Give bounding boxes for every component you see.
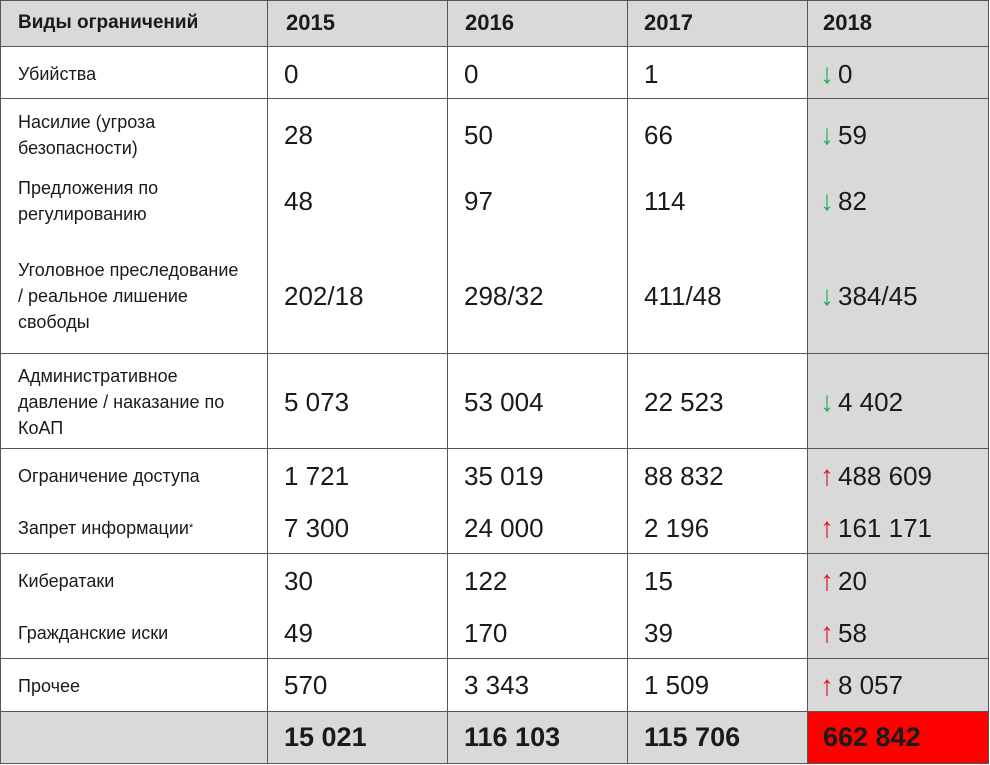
cell-2018: ↑ 20	[820, 565, 867, 596]
header-year-2016: 2016	[465, 10, 514, 35]
header-year-2015: 2015	[286, 10, 335, 35]
cell-2017: 114	[644, 185, 686, 216]
cell-2015: 0	[284, 58, 299, 89]
total-2017: 115 706	[644, 722, 741, 752]
arrow-up-icon: ↑	[820, 460, 834, 491]
arrow-down-icon: ↓	[820, 58, 834, 89]
header-label: Виды ограничений	[18, 12, 199, 33]
cell-2017: 22 523	[644, 386, 724, 417]
cell-2016: 122	[464, 565, 508, 596]
cell-2015: 5 073	[284, 386, 350, 417]
cell-2018: ↑ 58	[820, 617, 867, 648]
cell-2018: ↑ 8 057	[820, 669, 904, 701]
cell-2018: ↓ 384/45	[820, 280, 918, 311]
cell-2017: 88 832	[644, 460, 724, 491]
cell-2016: 53 004	[464, 386, 544, 417]
arrow-up-icon: ↑	[820, 565, 834, 596]
cell-2016: 298/32	[464, 280, 544, 311]
arrow-up-icon: ↑	[820, 669, 834, 701]
row-label: Административное давление / наказание по…	[18, 366, 225, 438]
row-label: Запрет информации *	[18, 502, 258, 554]
cell-2017: 15	[644, 565, 673, 596]
total-2018-highlight	[807, 711, 988, 763]
arrow-down-icon: ↓	[820, 386, 834, 417]
totals-row-bg	[0, 711, 807, 763]
cell-2016: 97	[464, 185, 493, 216]
arrow-up-icon: ↑	[820, 512, 834, 543]
cell-2018: ↓ 82	[820, 185, 867, 216]
cell-2015: 202/18	[284, 280, 364, 311]
footnote-mark: *	[188, 522, 194, 534]
cell-2015: 49	[284, 617, 313, 648]
cell-2015: 30	[284, 565, 313, 596]
header-year-2018: 2018	[823, 10, 872, 35]
cell-2017: 2 196	[644, 512, 710, 543]
cell-2016: 0	[464, 58, 479, 89]
cell-2016: 3 343	[464, 670, 530, 700]
cell-2018: ↓ 4 402	[820, 386, 904, 417]
cell-2018: ↓ 59	[820, 119, 867, 150]
row-label: Ограничение доступа	[18, 466, 200, 486]
total-2018: 662 842	[823, 722, 921, 752]
cell-2017: 1 509	[644, 670, 710, 700]
arrow-down-icon: ↓	[820, 119, 834, 150]
row-label: Предложения по регулированию	[18, 178, 159, 224]
row-label: Насилие (угроза безопасности)	[18, 112, 156, 158]
header-year-2017: 2017	[644, 10, 693, 35]
arrow-up-icon: ↑	[820, 617, 834, 648]
row-label: Гражданские иски	[18, 623, 169, 643]
cell-2017: 411/48	[644, 280, 722, 311]
cell-2016: 35 019	[464, 460, 544, 491]
arrow-down-icon: ↓	[820, 185, 834, 216]
total-2015: 15 021	[284, 722, 367, 752]
cell-2016: 24 000	[464, 512, 544, 543]
cell-2016: 170	[464, 617, 508, 648]
cell-2015: 1 721	[284, 460, 350, 491]
total-2016: 116 103	[464, 722, 561, 752]
cell-2017: 39	[644, 617, 673, 648]
cell-2015: 570	[284, 670, 328, 700]
row-label: Убийства	[18, 64, 97, 84]
row-label: Уголовное преследование / реальное лишен…	[18, 260, 239, 332]
cell-2015: 28	[284, 119, 313, 150]
cell-2018: ↓ 0	[820, 58, 853, 89]
column-2018-bg	[807, 46, 988, 711]
cell-2017: 66	[644, 119, 673, 150]
arrow-down-icon: ↓	[820, 280, 834, 311]
cell-2015: 48	[284, 185, 313, 216]
cell-2015: 7 300	[284, 512, 350, 543]
cell-2018: ↑ 488 609	[820, 460, 932, 491]
cell-2017: 1	[644, 58, 659, 89]
cell-2018: ↑ 161 171	[820, 512, 932, 543]
table-header-bg	[0, 0, 988, 46]
row-label: Прочее	[18, 675, 80, 696]
cell-2016: 50	[464, 119, 493, 150]
row-label: Кибератаки	[18, 571, 115, 591]
